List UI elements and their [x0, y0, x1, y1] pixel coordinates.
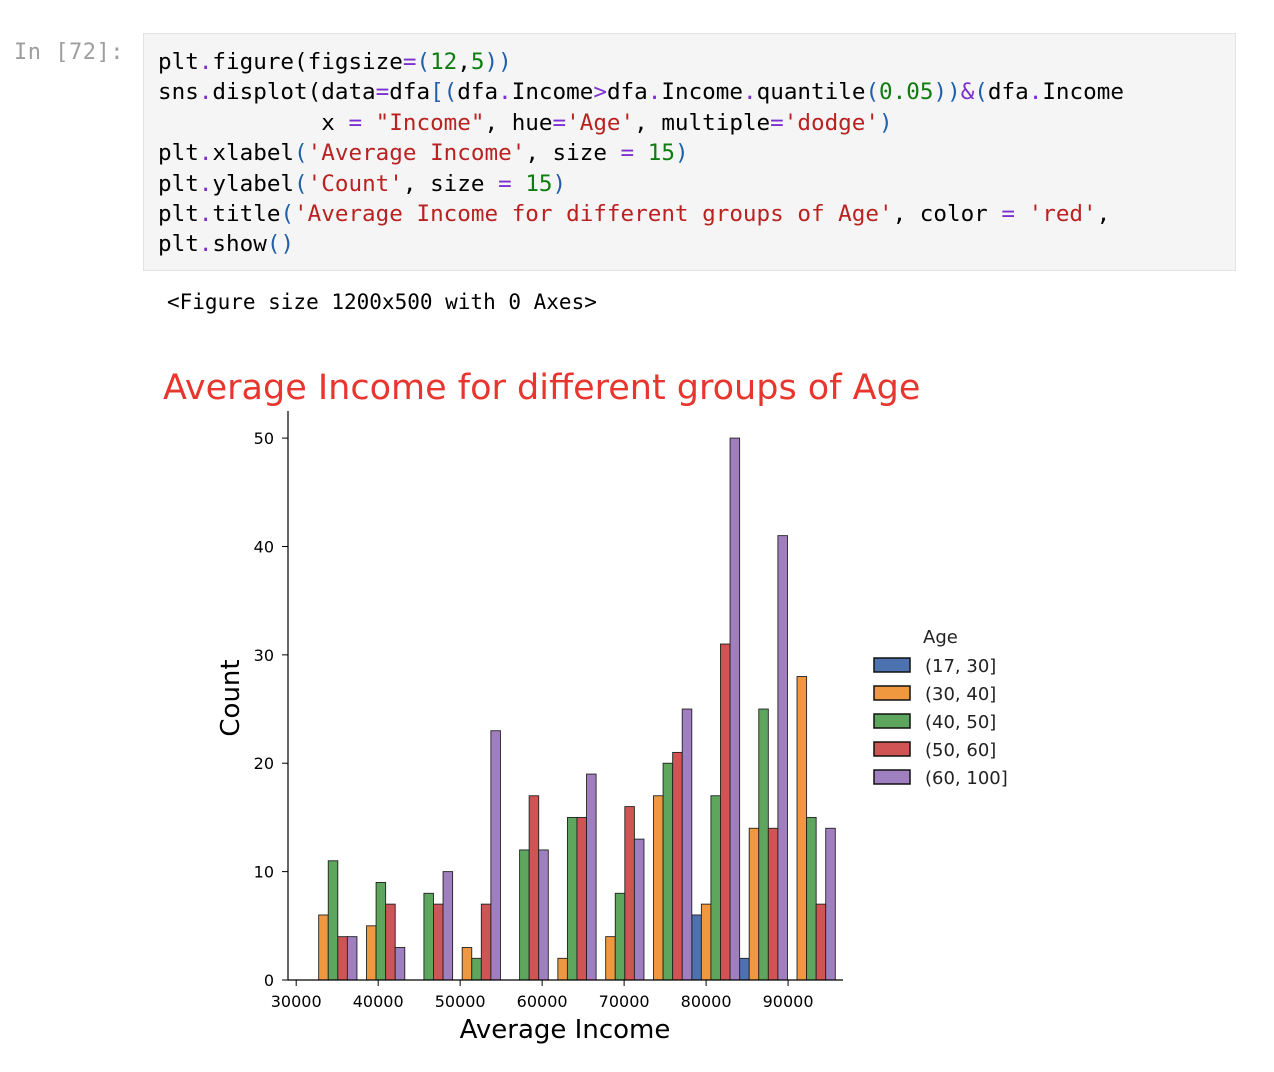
- bar: [461, 947, 473, 981]
- code-line: plt.title('Average Income for different …: [158, 201, 1111, 227]
- bar: [672, 751, 683, 981]
- legend-title: Age: [923, 627, 958, 648]
- x-tick-label: 50000: [435, 992, 486, 1011]
- code-line: sns.displot(data=dfa[(dfa.Income>dfa.Inc…: [158, 79, 1124, 105]
- bar: [739, 957, 750, 981]
- cell-output-text: <Figure size 1200x500 with 0 Axes>: [167, 290, 597, 314]
- x-tick-label: 60000: [517, 992, 568, 1011]
- bar: [796, 676, 808, 981]
- y-axis-label: Count: [216, 659, 246, 736]
- bar: [806, 816, 817, 981]
- x-tick-label: 90000: [763, 992, 814, 1011]
- bar: [815, 903, 827, 981]
- legend-swatch: [873, 685, 911, 701]
- bar: [528, 795, 540, 981]
- x-ticks: 30000 40000 50000 60000 70000 80000 90000: [271, 980, 814, 1011]
- bar: [442, 871, 454, 981]
- chart-title: Average Income for different groups of A…: [163, 368, 920, 408]
- y-tick-label: 40: [254, 537, 274, 556]
- bar: [748, 827, 760, 981]
- bar: [605, 936, 616, 981]
- code-cell[interactable]: plt.figure(figsize=(12,5)) sns.displot(d…: [143, 33, 1236, 271]
- bar: [662, 762, 674, 981]
- bar: [385, 903, 396, 981]
- bar: [375, 882, 387, 981]
- code-line: plt.xlabel('Average Income', size = 15): [158, 140, 689, 166]
- x-axis-label: Average Income: [460, 1015, 671, 1045]
- bar: [471, 957, 482, 981]
- code-line: plt.show(): [158, 231, 295, 257]
- bar: [538, 849, 549, 981]
- code-line: x = "Income", hue='Age', multiple='dodge…: [158, 110, 893, 136]
- legend-swatch: [873, 713, 911, 729]
- bar: [729, 437, 741, 981]
- legend-entry-label: (50, 60]: [925, 740, 996, 761]
- legend-swatch: [873, 741, 911, 757]
- bar: [614, 892, 626, 981]
- bar: [337, 936, 348, 981]
- legend-entry-label: (40, 50]: [925, 712, 996, 733]
- bar: [720, 643, 731, 981]
- bar: [586, 773, 597, 981]
- bar: [433, 903, 444, 981]
- bar: [633, 838, 645, 981]
- x-tick-label: 80000: [681, 992, 732, 1011]
- bar: [691, 914, 702, 981]
- legend-entry-label: (30, 40]: [925, 684, 996, 705]
- bar: [318, 914, 329, 981]
- y-tick-label: 0: [264, 971, 274, 990]
- bar: [423, 892, 434, 981]
- legend: Age (17, 30] (30, 40] (40, 50] (50, 60] (60,…: [873, 627, 1008, 789]
- cell-prompt: In [72]:: [14, 40, 124, 65]
- x-tick-label: 30000: [271, 992, 322, 1011]
- bar: [777, 535, 788, 981]
- x-tick-label: 70000: [599, 992, 650, 1011]
- legend-swatch: [873, 657, 911, 673]
- bar: [576, 816, 588, 981]
- bar: [480, 903, 492, 981]
- y-tick-label: 20: [254, 754, 274, 773]
- bar: [700, 903, 712, 981]
- code-line: plt.ylabel('Count', size = 15): [158, 171, 567, 197]
- bar: [327, 860, 339, 981]
- bar: [346, 936, 358, 981]
- x-tick-label: 40000: [353, 992, 404, 1011]
- y-ticks: 0 10 20 30 40 50: [254, 429, 288, 990]
- bar: [519, 849, 530, 981]
- bar: [557, 957, 568, 981]
- bar: [566, 816, 578, 981]
- bar: [767, 827, 779, 981]
- legend-swatch: [873, 769, 911, 785]
- y-tick-label: 30: [254, 646, 274, 665]
- bar: [825, 827, 836, 981]
- y-tick-label: 50: [254, 429, 274, 448]
- bar: [490, 730, 501, 981]
- legend-entry-label: (60, 100]: [925, 768, 1008, 789]
- bar: [624, 806, 635, 981]
- bar: [681, 708, 693, 981]
- y-tick-label: 10: [254, 863, 274, 882]
- legend-entry-label: (17, 30]: [925, 656, 996, 677]
- bar: [710, 795, 721, 981]
- code-line: plt.figure(figsize=(12,5)): [158, 49, 512, 75]
- bar: [758, 708, 769, 981]
- bars-group: [318, 437, 836, 981]
- bar: [394, 947, 406, 981]
- bar: [653, 795, 664, 981]
- bar: [366, 925, 377, 981]
